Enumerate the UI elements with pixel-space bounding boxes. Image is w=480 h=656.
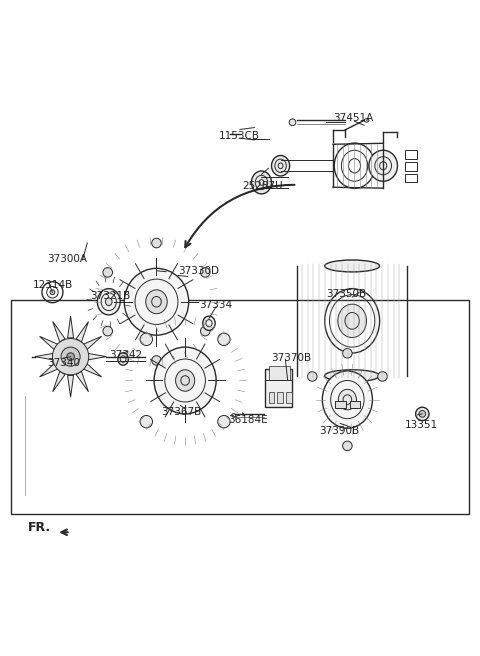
Polygon shape [39, 363, 58, 377]
Text: 37340: 37340 [47, 358, 80, 368]
Ellipse shape [176, 370, 195, 391]
Circle shape [152, 238, 161, 248]
Circle shape [289, 119, 296, 126]
Polygon shape [76, 321, 88, 342]
Circle shape [416, 407, 429, 420]
Text: 37350B: 37350B [326, 289, 366, 298]
Circle shape [308, 372, 317, 381]
Circle shape [201, 268, 210, 277]
Circle shape [419, 411, 426, 417]
Text: 37334: 37334 [199, 300, 233, 310]
FancyBboxPatch shape [277, 392, 283, 403]
Circle shape [50, 290, 55, 295]
Ellipse shape [324, 260, 380, 272]
Ellipse shape [324, 370, 380, 382]
FancyBboxPatch shape [269, 366, 290, 380]
Circle shape [52, 338, 89, 375]
Text: 25287U: 25287U [242, 181, 283, 191]
Circle shape [201, 326, 210, 336]
Text: 36184E: 36184E [228, 415, 268, 425]
Ellipse shape [338, 304, 366, 338]
FancyBboxPatch shape [269, 392, 275, 403]
FancyBboxPatch shape [336, 401, 346, 408]
Text: 37342: 37342 [109, 350, 142, 359]
Polygon shape [84, 337, 102, 350]
Ellipse shape [272, 155, 289, 176]
Circle shape [140, 415, 153, 428]
Circle shape [343, 441, 352, 451]
Text: 37451A: 37451A [333, 113, 373, 123]
Text: 37330D: 37330D [178, 266, 219, 276]
Ellipse shape [97, 289, 120, 315]
Polygon shape [68, 316, 73, 338]
Ellipse shape [232, 414, 236, 417]
Text: 37367B: 37367B [161, 407, 202, 417]
Polygon shape [68, 375, 73, 397]
Ellipse shape [118, 353, 128, 365]
Polygon shape [39, 337, 58, 350]
Ellipse shape [154, 347, 216, 414]
Text: 37390B: 37390B [319, 426, 359, 436]
Polygon shape [53, 371, 65, 392]
Circle shape [343, 348, 352, 358]
Circle shape [67, 353, 74, 360]
Ellipse shape [124, 268, 189, 335]
Ellipse shape [146, 290, 167, 314]
Text: 13351: 13351 [405, 420, 438, 430]
Ellipse shape [106, 298, 112, 306]
Polygon shape [76, 371, 88, 392]
Text: 1153CB: 1153CB [218, 131, 260, 140]
Circle shape [103, 268, 112, 277]
Polygon shape [53, 321, 65, 342]
Circle shape [218, 415, 230, 428]
Ellipse shape [338, 389, 357, 410]
Ellipse shape [369, 150, 397, 181]
Circle shape [103, 326, 112, 336]
FancyBboxPatch shape [350, 401, 360, 408]
Polygon shape [35, 353, 54, 360]
Polygon shape [84, 363, 102, 377]
Ellipse shape [203, 316, 215, 331]
Polygon shape [87, 353, 107, 360]
Text: 12314B: 12314B [33, 280, 72, 290]
Circle shape [140, 333, 153, 346]
Circle shape [218, 333, 230, 346]
Text: 37370B: 37370B [271, 353, 311, 363]
FancyBboxPatch shape [265, 369, 291, 407]
FancyBboxPatch shape [286, 392, 291, 403]
Ellipse shape [323, 371, 372, 428]
Ellipse shape [252, 171, 272, 194]
Text: 37321B: 37321B [90, 291, 130, 300]
Circle shape [61, 347, 80, 366]
Text: 37300A: 37300A [47, 254, 87, 264]
Text: FR.: FR. [28, 521, 51, 534]
Circle shape [378, 372, 387, 381]
Circle shape [152, 356, 161, 365]
